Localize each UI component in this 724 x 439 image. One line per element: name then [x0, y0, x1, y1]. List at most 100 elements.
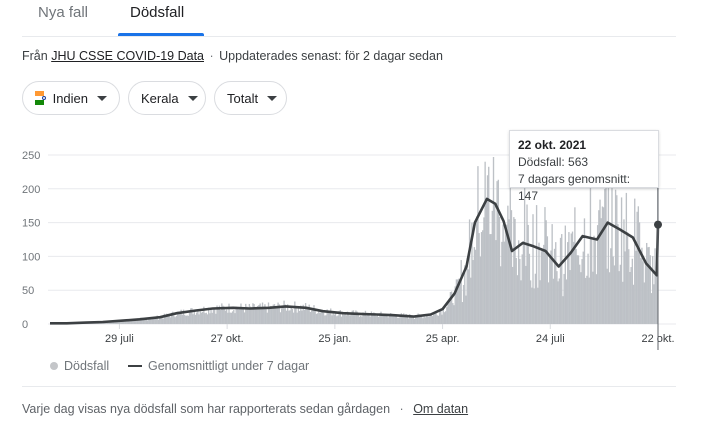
chart-bar [473, 247, 476, 324]
chart-bar [447, 303, 449, 324]
chart-bar [364, 310, 367, 324]
chart-bar [592, 271, 594, 324]
chart-bar [583, 218, 586, 324]
chart-bar [295, 306, 297, 324]
chart-bar [417, 313, 419, 324]
chart-bar [649, 255, 651, 324]
metric-filter-chip[interactable]: Totalt [214, 81, 287, 115]
chart-bar [398, 317, 400, 324]
chart-bar [460, 260, 462, 324]
chart-bar [532, 214, 534, 324]
chart-bar [321, 310, 324, 324]
chart-bar [264, 304, 266, 324]
chart-bar [608, 272, 611, 324]
chart-bar [166, 313, 168, 324]
chart-bar [485, 199, 488, 324]
chart-bar [358, 316, 361, 324]
chart-bar [510, 210, 513, 324]
chart-bar [614, 189, 617, 324]
chart-bar [522, 241, 525, 324]
chart-bar [494, 203, 496, 324]
chart-bar [461, 302, 464, 324]
chart-bar [240, 303, 242, 324]
chart-bar [204, 313, 206, 324]
chart-bar [626, 232, 629, 324]
tab-deaths[interactable]: Dödsfall [130, 4, 185, 21]
chart-bar [199, 311, 201, 324]
chart-bar [511, 266, 514, 324]
chart-bar [265, 308, 267, 324]
country-filter-chip[interactable]: Indien [22, 81, 120, 115]
chart-bar [112, 322, 114, 324]
chart-bar [206, 314, 209, 324]
chart-bar [422, 318, 424, 324]
chart-bar [412, 317, 414, 324]
chart-bar [431, 315, 434, 324]
chart-bar [258, 304, 260, 324]
chart-bar [230, 312, 233, 324]
chart-bar [176, 311, 179, 324]
chevron-down-icon [187, 95, 198, 101]
chart-bar [368, 315, 370, 324]
chart-bar [300, 305, 302, 324]
chart-bar [406, 316, 409, 324]
chart-tooltip: 22 okt. 2021 Dödsfall: 563 7 dagars geno… [509, 130, 659, 203]
tooltip-average: 7 dagars genomsnitt: 147 [518, 172, 631, 203]
chart-bar [466, 258, 468, 324]
chart-bar [509, 182, 511, 324]
chart-bar [489, 234, 491, 324]
region-filter-chip[interactable]: Kerala [128, 81, 206, 115]
chart-bar [607, 163, 610, 324]
chart-bar [298, 310, 301, 324]
chart-bar [313, 305, 315, 324]
chart-bar [634, 198, 636, 324]
chart-bar [251, 308, 253, 324]
chart-bar [243, 312, 246, 324]
chart-bar [172, 311, 174, 324]
chart-bar [618, 271, 620, 324]
chart-bar [424, 317, 426, 324]
chart-bar [386, 314, 388, 324]
chart-bar [405, 313, 407, 324]
chart-bar [448, 298, 450, 324]
average-line-path [50, 197, 660, 325]
about-data-link[interactable]: Om datan [413, 402, 469, 416]
chart-bar [593, 235, 595, 324]
chart-bar [344, 314, 346, 324]
deaths-chart[interactable]: 0 50 100 150 200 250 29 juli 27 okt. 25 jan. 25 … [0, 125, 724, 350]
chart-bar [514, 218, 516, 324]
chart-bar [419, 315, 422, 324]
chart-bar [181, 314, 184, 324]
chart-bar [571, 231, 574, 324]
chart-bar [126, 320, 128, 324]
chart-bar [538, 242, 540, 324]
chart-bar [413, 318, 416, 324]
chart-bar [239, 307, 241, 324]
chart-bar [349, 315, 351, 324]
chart-bar [646, 242, 648, 324]
chart-bar [616, 195, 618, 324]
source-link[interactable]: JHU CSSE COVID-19 Data [51, 49, 205, 63]
chart-bar [488, 166, 490, 324]
chart-bar [355, 310, 357, 324]
chart-bar [168, 315, 170, 324]
chart-bar [555, 242, 557, 324]
chart-bar [340, 316, 343, 324]
region-filter-label: Kerala [141, 90, 179, 106]
chart-bar [553, 248, 556, 324]
chart-bar [446, 307, 448, 324]
chart-bar [544, 207, 546, 324]
tab-new-cases[interactable]: Nya fall [38, 4, 89, 21]
chart-bar [291, 309, 294, 324]
chart-bar [161, 317, 163, 324]
chart-bar [203, 306, 205, 324]
chart-bar [320, 311, 322, 324]
chart-bar [117, 321, 119, 324]
chart-bar [131, 320, 133, 324]
chart-bar [558, 278, 561, 324]
chart-bar [255, 308, 258, 324]
chart-bar [179, 311, 181, 324]
chart-bar [458, 278, 460, 324]
chart-bar [576, 255, 578, 324]
chart-bar [215, 313, 217, 324]
